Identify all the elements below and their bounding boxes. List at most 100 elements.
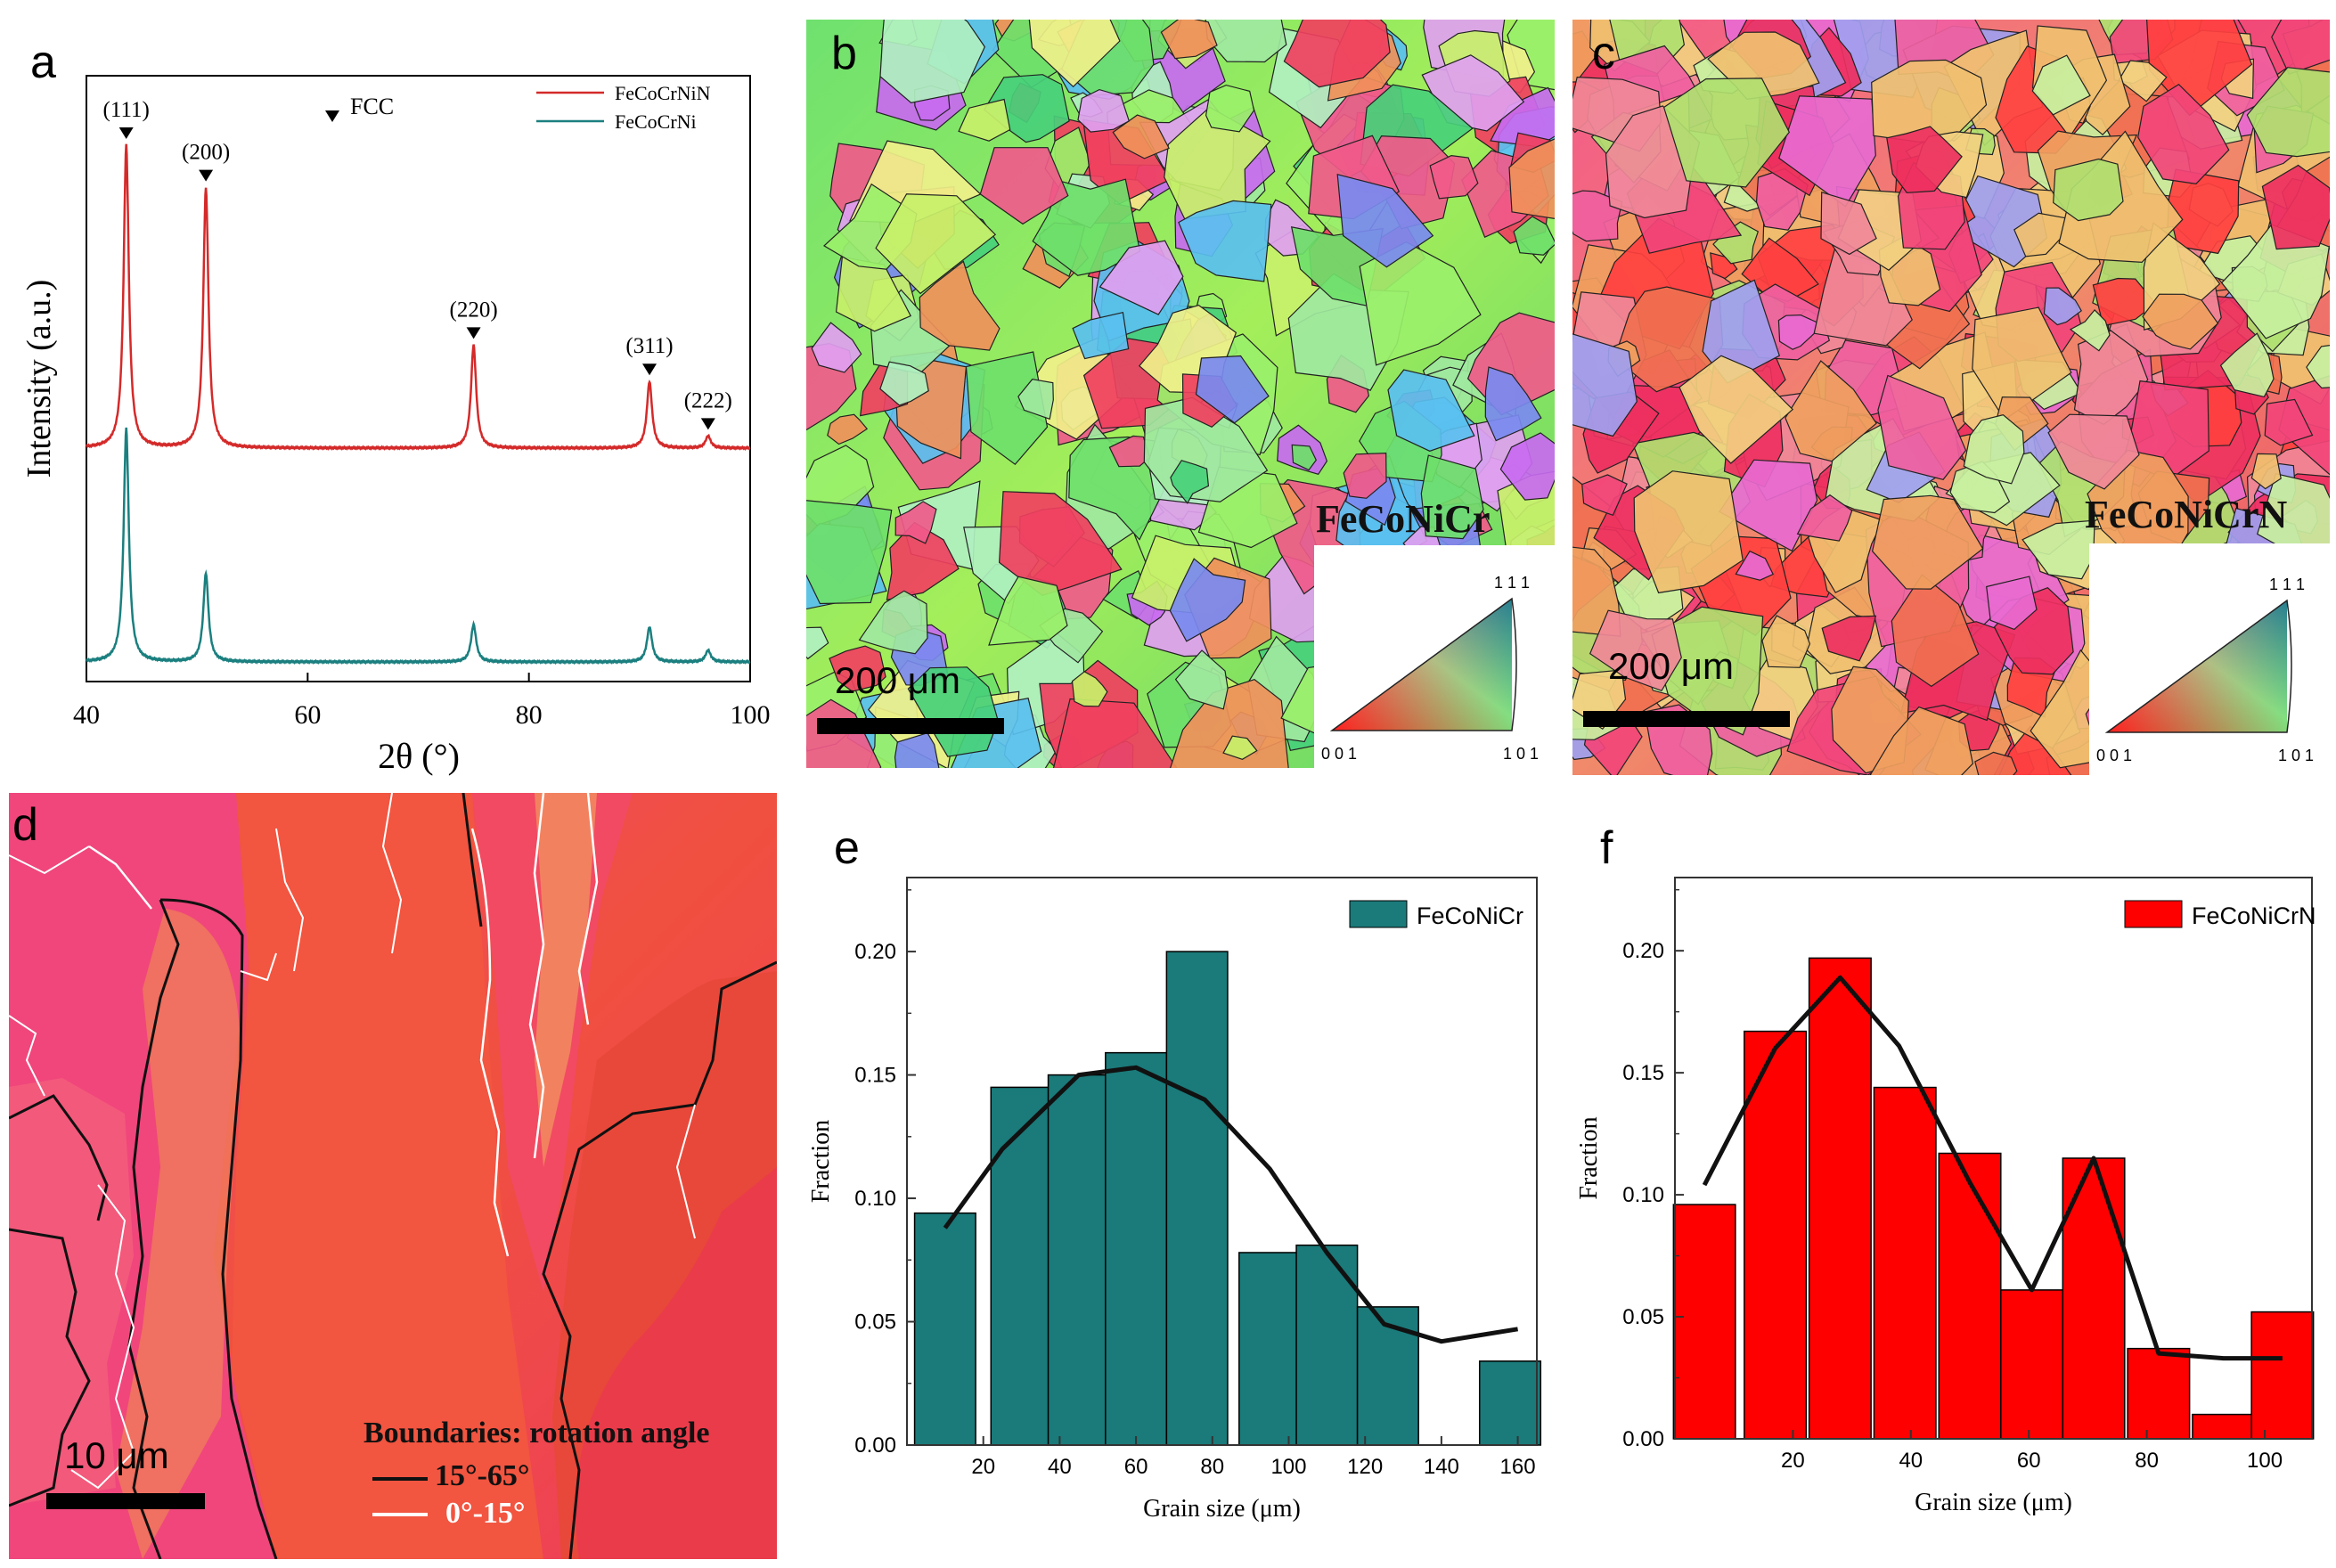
grain [1178, 200, 1272, 282]
grain [1291, 444, 1317, 471]
grain [1484, 366, 1542, 442]
grain [1169, 679, 1289, 768]
grain [2219, 332, 2275, 398]
histogram-bar [1165, 951, 1229, 1446]
grain [1283, 20, 1391, 88]
grain [1072, 311, 1130, 360]
histogram-bar [913, 1212, 976, 1446]
low-angle-boundary [9, 1015, 45, 1097]
fcc-marker-icon [325, 110, 339, 122]
grain [919, 260, 1001, 351]
grain [1205, 84, 1255, 133]
panel-b: FeCoNiCr 1 1 1 0 0 1 1 0 1 200 μm b [806, 20, 1555, 768]
peak-marker-icon [118, 127, 134, 139]
ipf-101-b: 1 0 1 [1503, 745, 1539, 763]
scale-label-b: 200 μm [835, 659, 960, 701]
grain [2261, 164, 2330, 250]
xrd-ylabel: Intensity (a.u.) [20, 280, 58, 478]
high-angle-boundary [542, 960, 777, 1559]
grain [998, 491, 1123, 596]
panel-label-a: a [30, 37, 56, 88]
y-tick-label: 0.20 [1622, 939, 1664, 963]
grain-region [535, 793, 597, 1167]
grain [1513, 216, 1555, 256]
grain-region [116, 909, 241, 1559]
grain [2092, 277, 2157, 327]
x-tick-label: 40 [1048, 1455, 1072, 1479]
histogram-bar [1938, 1152, 2002, 1440]
grain [2047, 413, 2140, 490]
grain [1572, 333, 1638, 437]
legend-swatch [2124, 900, 2183, 928]
peak-label: (200) [182, 141, 230, 165]
panel-label-f: f [1600, 822, 1613, 874]
low-angle-boundary [88, 845, 152, 910]
x-tick-label: 20 [1781, 1449, 1805, 1473]
low-angle-boundary [9, 845, 90, 875]
grain [2166, 168, 2240, 255]
grains-c [1572, 20, 2330, 775]
grain [2053, 158, 2124, 222]
ipf-key-c: 1 1 1 0 0 1 1 0 1 [2089, 543, 2330, 775]
grain [2069, 309, 2111, 352]
ipf-001-c: 0 0 1 [2096, 747, 2132, 764]
scale-label-d: 10 μm [64, 1434, 169, 1476]
grain [879, 20, 985, 103]
x-tick-label: 100 [1270, 1455, 1306, 1479]
legend-label-base: FeCoCrNi [615, 110, 697, 133]
grain [811, 322, 862, 373]
grain [1052, 698, 1178, 768]
panel-e: e 0.00 0.05 0.10 0.15 0.20 20 40 60 80 100 120 140 1… [784, 793, 1559, 1559]
high-angle-boundary [9, 1228, 91, 1507]
grain [2031, 54, 2091, 116]
panel-a: a Intensity (a.u.) 2θ (°) 40 60 80 100 (111… [0, 0, 784, 784]
legend-label: FeCoNiCr [1417, 902, 1523, 929]
ipf-triangle-c: 1 1 1 0 0 1 1 0 1 [2096, 576, 2314, 764]
grain [2043, 287, 2082, 326]
grain [2137, 83, 2230, 184]
peak-label: (220) [450, 298, 498, 322]
histogram-bar [1238, 1252, 1302, 1446]
legend-low-angle: 0°-15° [445, 1497, 526, 1530]
grain [1099, 240, 1184, 315]
histogram-bar [2250, 1311, 2315, 1440]
panel-d: d 10 μm Boundaries: rotation angle 15°-6… [9, 793, 777, 1559]
grain [1499, 432, 1555, 501]
grain [1820, 191, 1877, 256]
scale-label-c: 200 μm [1608, 645, 1734, 687]
grain [894, 731, 940, 768]
xrd-xlabel: 2θ (°) [378, 736, 460, 776]
grain [988, 576, 1068, 646]
low-angle-boundary [528, 793, 545, 1159]
grain [1633, 470, 1744, 594]
grain [1869, 706, 1974, 775]
grain [2271, 20, 2330, 75]
grain [1662, 78, 1791, 188]
grain [1777, 314, 1818, 350]
histogram-bar [1873, 1086, 1937, 1440]
fit-curve [943, 1065, 1519, 1344]
high-angle-boundary [9, 1094, 109, 1221]
grain [1028, 20, 1121, 88]
grain [1343, 452, 1387, 499]
histogram-f: 0.00 0.05 0.10 0.15 0.20 20 40 60 80 100 Grain siz… [1575, 877, 2316, 1516]
scale-bar-c [1583, 711, 1790, 727]
grain [2264, 398, 2314, 446]
peak-marker-icon [700, 418, 715, 430]
grain [894, 501, 937, 544]
grain [958, 98, 1011, 142]
grain [907, 666, 999, 757]
y-tick-label: 0.05 [854, 1311, 896, 1335]
grain-region [9, 1078, 134, 1506]
x-tick-label: 80 [516, 700, 543, 730]
grain [1963, 414, 2025, 485]
low-angle-boundary [275, 828, 305, 972]
ipf-triangle-b: 1 1 1 0 0 1 1 0 1 [1321, 574, 1539, 763]
histogram-bar [2000, 1289, 2064, 1440]
grain [1032, 178, 1141, 276]
x-tick-label: 80 [1200, 1455, 1224, 1479]
histogram-bar [2127, 1347, 2191, 1440]
histogram-bar [1105, 1051, 1168, 1446]
grain [1108, 435, 1151, 468]
grain [1761, 615, 1811, 668]
